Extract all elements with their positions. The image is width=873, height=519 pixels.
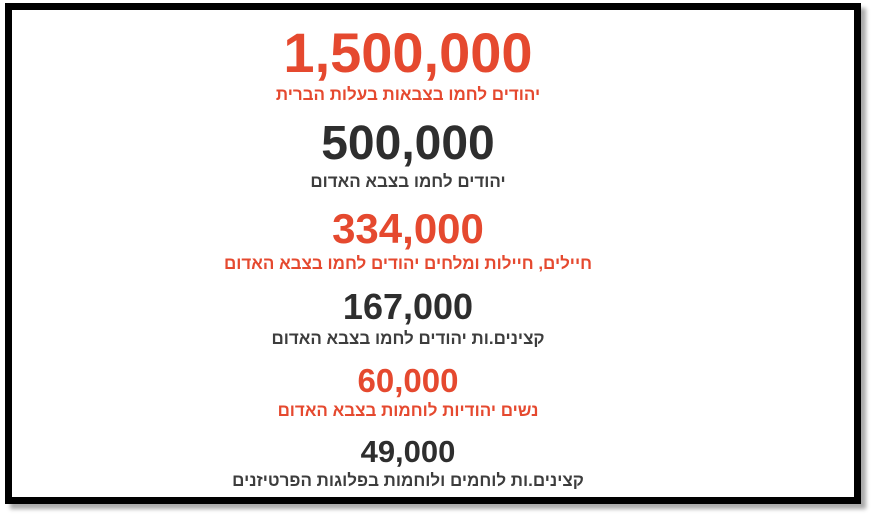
stat-label: קצינים.ות יהודים לחמו בצבא האדום — [271, 328, 545, 348]
stat-value: 167,000 — [342, 285, 474, 327]
stat-block-partisan-fighters: 49,000 קצינים.ות לוחמים ולוחמות בפלוגות … — [232, 436, 584, 491]
stat-value: 500,000 — [321, 117, 495, 171]
stat-block-officers-red-army: 167,000 קצינים.ות יהודים לחמו בצבא האדום — [271, 285, 545, 349]
stat-label: נשים יהודיות לוחמות בצבא האדום — [277, 401, 539, 420]
stat-value: 1,500,000 — [283, 21, 533, 84]
stat-value: 60,000 — [357, 362, 459, 399]
picture-border-frame: 1,500,000 יהודים לחמו בצבאות בעלות הברית… — [5, 3, 861, 504]
stat-label: יהודים לחמו בצבאות בעלות הברית — [275, 85, 541, 104]
stat-block-allied-armies: 1,500,000 יהודים לחמו בצבאות בעלות הברית — [276, 25, 540, 105]
stat-block-jewish-women-fighters: 60,000 נשים יהודיות לוחמות בצבא האדום — [278, 364, 539, 421]
stat-label: יהודים לחמו בצבא האדום — [310, 172, 506, 192]
stat-block-red-army-total: 500,000 יהודים לחמו בצבא האדום — [310, 120, 505, 192]
stat-label: קצינים.ות לוחמים ולוחמות בפלוגות הפרטיזנ… — [232, 471, 584, 491]
stat-value: 334,000 — [332, 204, 484, 252]
stats-column: 1,500,000 יהודים לחמו בצבאות בעלות הברית… — [12, 10, 854, 497]
stat-block-soldiers-sailors: 334,000 חיילים, חיילות ומלחים יהודים לחמ… — [224, 204, 592, 274]
stat-value: 49,000 — [360, 434, 456, 470]
stat-label: חיילים, חיילות ומלחים יהודים לחמו בצבא ה… — [224, 253, 592, 273]
